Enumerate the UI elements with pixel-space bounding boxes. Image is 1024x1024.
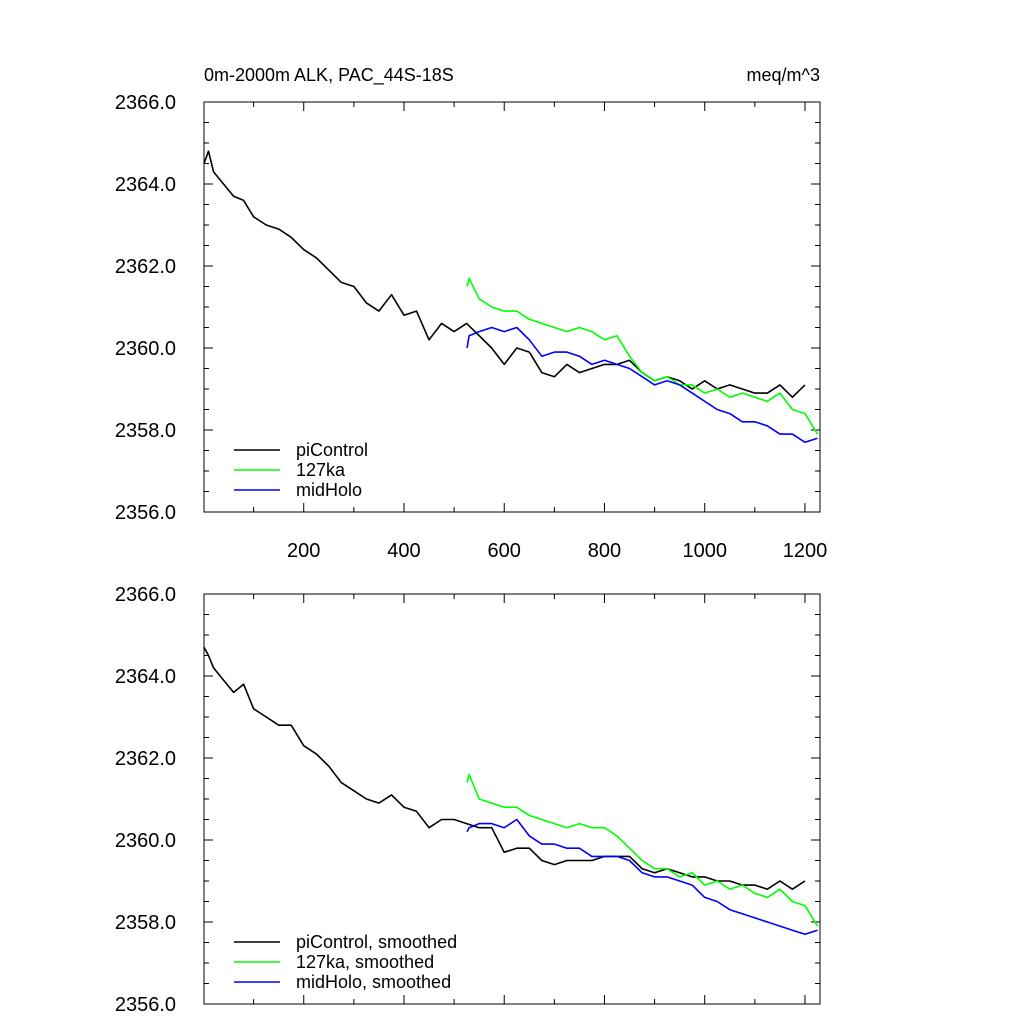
y-tick-label: 2362.0 [115, 748, 176, 770]
series-line-picontrol [203, 646, 806, 891]
y-tick-label: 2356.0 [115, 994, 176, 1016]
x-tick-label: 1000 [682, 540, 727, 562]
legend-label: midHolo [296, 480, 362, 500]
x-tick-label: 200 [287, 540, 320, 562]
series-line-midholo [466, 818, 818, 936]
units-label: meq/m^3 [747, 65, 820, 85]
x-tick-label: 600 [488, 540, 521, 562]
y-tick-label: 2356.0 [115, 502, 176, 524]
y-tick-label: 2360.0 [115, 338, 176, 360]
x-tick-label: 400 [387, 540, 420, 562]
series-line-midholo [466, 326, 818, 444]
x-tick-label: 800 [588, 540, 621, 562]
y-tick-label: 2366.0 [115, 92, 176, 114]
y-tick-label: 2360.0 [115, 830, 176, 852]
chart-panel-2: 2356.0 2358.0 2360.0 2362.0 2364.0 2366.0 piCo… [115, 584, 821, 1016]
legend-label: piControl [296, 440, 368, 460]
series-line-picontrol [203, 150, 806, 399]
y-tick-label: 2358.0 [115, 420, 176, 442]
legend-label: 127ka [296, 460, 346, 480]
y-tick-label: 2362.0 [115, 256, 176, 278]
x-tick-label: 1200 [783, 540, 828, 562]
series-line-127ka [466, 277, 819, 435]
legend-label: midHolo, smoothed [296, 972, 451, 992]
y-tick-label: 2364.0 [115, 174, 176, 196]
y-tick-label: 2366.0 [115, 584, 176, 606]
chart-panel-1: 2356.0 2358.0 2360.0 2362.0 2364.0 2366.0 200 4… [115, 92, 827, 562]
chart-panels: 2356.0 2358.0 2360.0 2362.0 2364.0 2366.0 200 4… [115, 92, 827, 1016]
series-line-127ka [466, 773, 819, 927]
figure-title: 0m-2000m ALK, PAC_44S-18S [204, 65, 454, 86]
legend-label: 127ka, smoothed [296, 952, 434, 972]
y-tick-label: 2358.0 [115, 912, 176, 934]
legend-label: piControl, smoothed [296, 932, 457, 952]
y-tick-label: 2364.0 [115, 666, 176, 688]
